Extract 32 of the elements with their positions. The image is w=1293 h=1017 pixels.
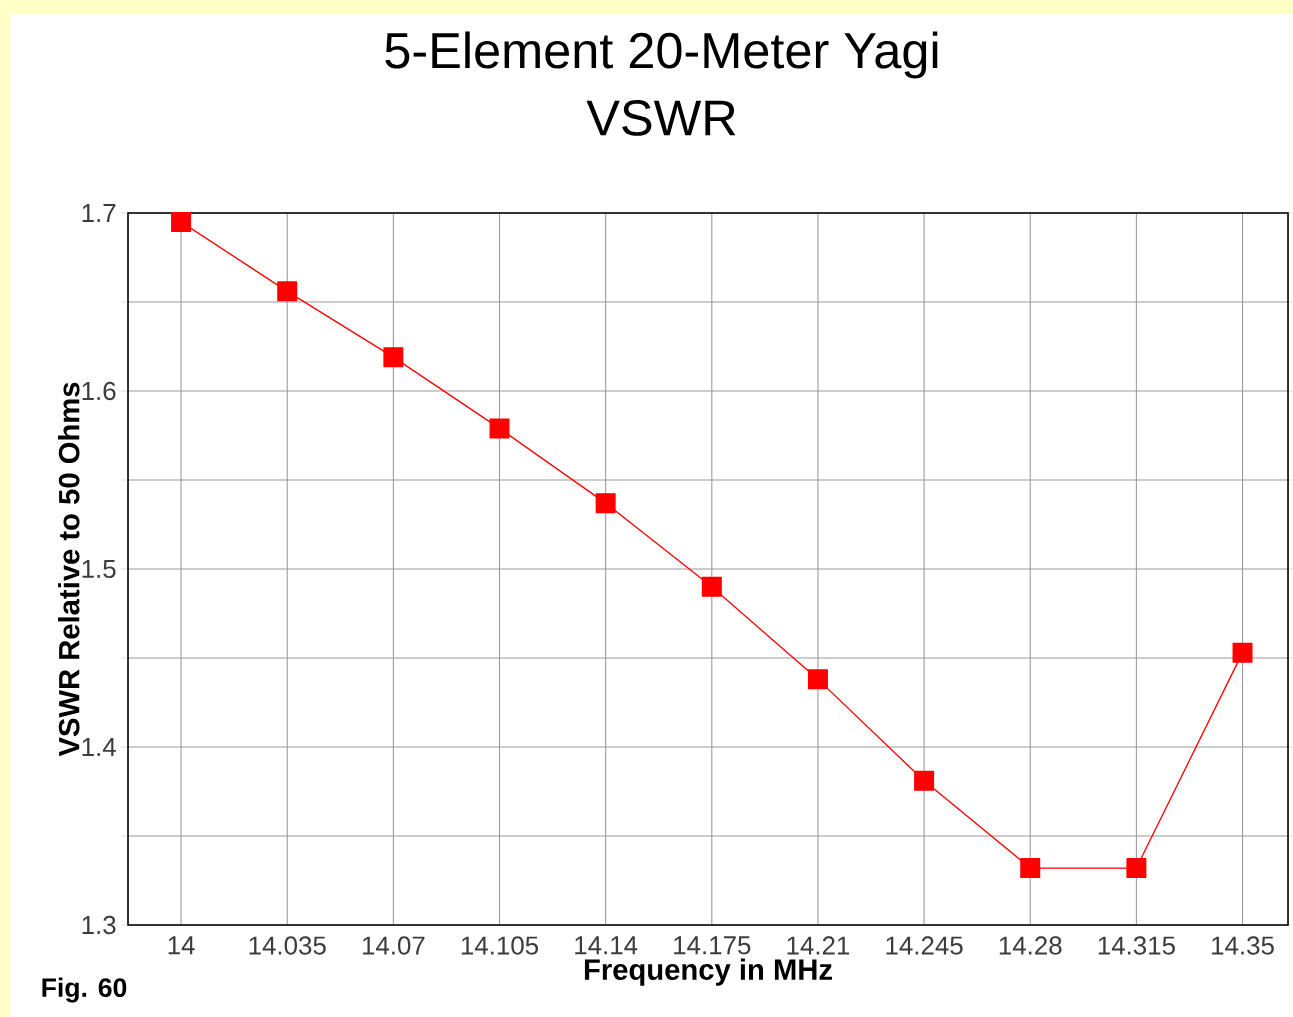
y-axis-title: VSWR Relative to 50 Ohms — [58, 382, 80, 757]
chart-title: 5-Element 20-Meter Yagi — [385, 31, 938, 79]
x-tick-label: 14.28 — [999, 936, 1062, 955]
point — [1126, 858, 1147, 879]
point — [1232, 642, 1253, 663]
point — [383, 347, 404, 368]
point — [701, 576, 722, 597]
y-tick-label: 1.3 — [82, 915, 116, 935]
y-tick-label: 1.5 — [82, 559, 116, 579]
x-tick-label: 14.105 — [461, 936, 539, 955]
x-tick-label: 14.21 — [787, 936, 850, 955]
point — [489, 418, 510, 439]
x-tick-label: 14.245 — [886, 936, 963, 955]
caption: Fig. 60 — [42, 977, 127, 1003]
point — [171, 211, 192, 232]
x-tick-label: 14.07 — [362, 936, 425, 955]
y-tick-label: 1.7 — [82, 204, 116, 222]
y-tick-label: 1.4 — [82, 738, 116, 756]
point — [807, 669, 828, 690]
x-axis-title: Frequency in MHz — [584, 958, 832, 986]
chart-subtitle: VSWR — [586, 100, 736, 136]
x-tick-label: 14.315 — [1098, 936, 1175, 955]
x-tick-label: 14 — [168, 936, 195, 955]
point — [277, 281, 298, 302]
point — [1020, 858, 1041, 879]
x-tick-label: 14.175 — [674, 936, 751, 955]
point — [595, 493, 616, 514]
x-tick-label: 14.035 — [249, 936, 326, 955]
y-tick-label: 1.6 — [82, 381, 116, 401]
x-tick-label: 14.35 — [1212, 936, 1274, 955]
point — [914, 770, 935, 791]
x-tick-label: 14.14 — [575, 936, 638, 955]
